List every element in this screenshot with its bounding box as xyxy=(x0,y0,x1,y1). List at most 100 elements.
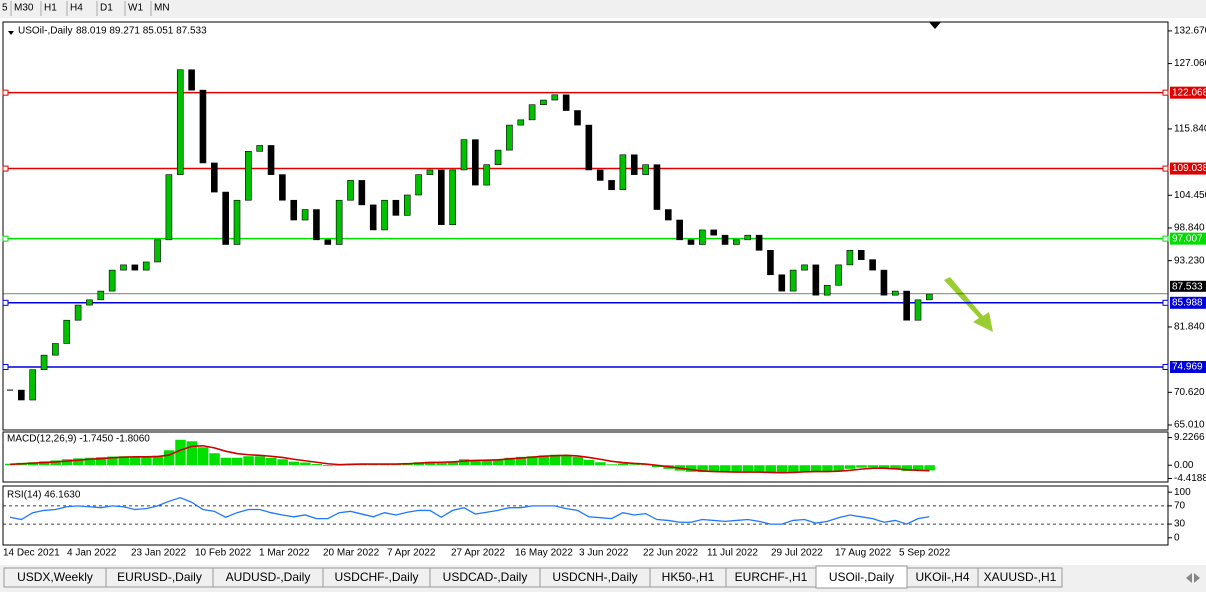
macd-bar xyxy=(504,457,515,466)
candle xyxy=(687,239,695,245)
level-label-bg xyxy=(1170,296,1206,309)
y-tick-label: -4.4188 xyxy=(1174,473,1206,484)
macd-bar xyxy=(640,464,652,466)
candle xyxy=(914,299,922,321)
macd-bar xyxy=(549,454,561,466)
y-tick-label: 30 xyxy=(1174,519,1186,530)
tab-label: USDCNH-,Daily xyxy=(552,570,637,584)
candle xyxy=(120,264,127,271)
macd-bar xyxy=(606,464,618,466)
candle xyxy=(642,164,649,175)
scroll-left[interactable] xyxy=(1186,573,1192,583)
candle xyxy=(40,354,48,371)
macd-bar xyxy=(788,465,799,473)
timeframe-button[interactable]: H4 xyxy=(70,3,83,14)
y-tick-label: 93.230 xyxy=(1174,255,1205,266)
level-label: 74.969 xyxy=(1172,362,1203,373)
candle xyxy=(29,369,37,401)
candle xyxy=(18,389,25,401)
tab-label: HK50-,H1 xyxy=(662,570,715,584)
candle xyxy=(676,219,683,241)
candle xyxy=(415,174,422,196)
macd-bar xyxy=(493,459,504,466)
macd-bar xyxy=(731,465,742,473)
y-tick-label: 132.670 xyxy=(1174,26,1206,37)
candle xyxy=(142,261,150,271)
timeframe-button[interactable]: M30 xyxy=(14,3,34,14)
macd-bar xyxy=(209,453,220,466)
level-handle xyxy=(2,89,9,96)
macd-bar xyxy=(583,459,595,466)
timeframe-button[interactable]: H1 xyxy=(44,3,57,14)
macd-bar xyxy=(322,465,334,467)
macd-bar xyxy=(629,464,640,466)
macd-bar xyxy=(84,457,95,466)
candle xyxy=(335,199,343,245)
candle xyxy=(245,151,252,201)
macd-bar xyxy=(186,441,198,466)
candle xyxy=(165,174,173,241)
candle xyxy=(290,199,298,221)
macd-bar xyxy=(95,457,107,466)
candle xyxy=(540,99,547,106)
candle xyxy=(460,139,468,171)
timeframe-button[interactable]: W1 xyxy=(128,3,143,14)
level-handle xyxy=(1162,89,1169,96)
macd-bar xyxy=(595,462,606,466)
timeframe-button[interactable]: MN xyxy=(154,3,170,14)
macd-bar xyxy=(844,465,856,469)
candle xyxy=(517,119,525,126)
candle xyxy=(188,69,195,91)
macd-bar xyxy=(481,459,493,466)
x-tick-label: 22 Jun 2022 xyxy=(643,548,698,559)
tab-label: UKOil-,H4 xyxy=(915,570,969,584)
candle xyxy=(63,319,71,344)
candle xyxy=(472,139,479,186)
candle xyxy=(608,180,615,191)
candle xyxy=(313,209,320,241)
candle xyxy=(176,69,184,175)
candle xyxy=(891,290,899,296)
macd-bar xyxy=(776,465,788,474)
level-handle xyxy=(2,165,9,172)
candle xyxy=(585,124,593,171)
candle xyxy=(562,94,570,111)
timeframe-button[interactable]: D1 xyxy=(100,3,113,14)
candle xyxy=(494,149,502,165)
y-tick-label: 70.620 xyxy=(1174,387,1205,398)
rsi-title: RSI(14) 46.1630 xyxy=(7,490,81,501)
y-tick-label: 81.840 xyxy=(1174,322,1205,333)
candle xyxy=(74,304,82,321)
tab-label: USOil-,Daily xyxy=(829,570,894,584)
level-label: 122.068 xyxy=(1172,87,1206,98)
candle xyxy=(301,209,309,221)
y-tick-label: 115.840 xyxy=(1174,124,1206,135)
candle xyxy=(256,145,264,152)
candle xyxy=(528,104,536,121)
y-tick-label: 0 xyxy=(1174,532,1180,543)
macd-bar xyxy=(708,465,720,472)
candle xyxy=(347,180,354,201)
tab-label: USDX,Weekly xyxy=(17,570,93,584)
x-tick-label: 29 Jul 2022 xyxy=(771,548,823,559)
y-tick-label: 9.2266 xyxy=(1174,432,1205,443)
tab[interactable] xyxy=(977,567,1063,588)
level-label: 85.988 xyxy=(1172,297,1203,308)
candle xyxy=(551,94,559,101)
candle xyxy=(630,154,638,175)
macd-bar xyxy=(572,456,583,466)
timeframe-button[interactable]: 5 xyxy=(2,3,8,14)
scroll-right[interactable] xyxy=(1194,573,1200,583)
chart-title: USOil-,Daily xyxy=(18,26,72,37)
candle xyxy=(596,169,604,181)
x-tick-label: 27 Apr 2022 xyxy=(451,548,505,559)
macd-bar xyxy=(822,465,833,472)
candle xyxy=(926,293,933,301)
tab-label: EURUSD-,Daily xyxy=(117,570,202,584)
candle xyxy=(710,229,718,236)
macd-signal xyxy=(9,444,930,474)
toolbar xyxy=(0,0,1206,18)
macd-bar xyxy=(765,465,776,473)
tab-label: AUDUSD-,Daily xyxy=(226,570,311,584)
